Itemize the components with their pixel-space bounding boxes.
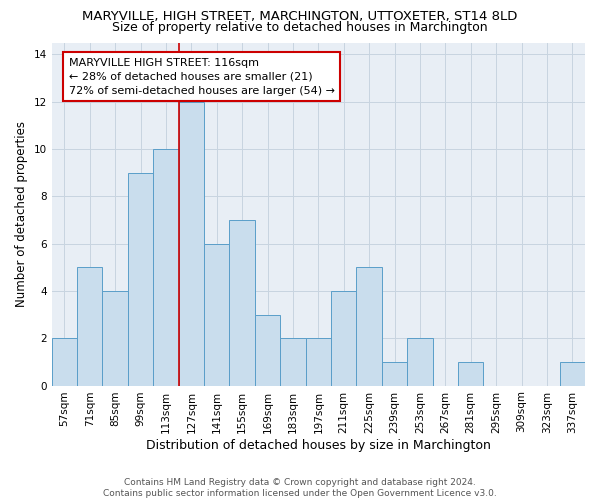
Bar	[229, 220, 255, 386]
Bar	[305, 338, 331, 386]
Text: Contains HM Land Registry data © Crown copyright and database right 2024.
Contai: Contains HM Land Registry data © Crown c…	[103, 478, 497, 498]
Bar	[179, 102, 204, 386]
Bar	[77, 268, 103, 386]
Bar	[458, 362, 484, 386]
Bar	[280, 338, 305, 386]
Bar	[103, 291, 128, 386]
Bar	[356, 268, 382, 386]
Bar	[153, 149, 179, 386]
Text: Size of property relative to detached houses in Marchington: Size of property relative to detached ho…	[112, 21, 488, 34]
Bar	[560, 362, 585, 386]
Bar	[255, 314, 280, 386]
X-axis label: Distribution of detached houses by size in Marchington: Distribution of detached houses by size …	[146, 440, 491, 452]
Bar	[407, 338, 433, 386]
Bar	[52, 338, 77, 386]
Bar	[128, 172, 153, 386]
Y-axis label: Number of detached properties: Number of detached properties	[15, 121, 28, 307]
Text: MARYVILLE HIGH STREET: 116sqm
← 28% of detached houses are smaller (21)
72% of s: MARYVILLE HIGH STREET: 116sqm ← 28% of d…	[69, 58, 335, 96]
Bar	[331, 291, 356, 386]
Bar	[204, 244, 229, 386]
Bar	[382, 362, 407, 386]
Text: MARYVILLE, HIGH STREET, MARCHINGTON, UTTOXETER, ST14 8LD: MARYVILLE, HIGH STREET, MARCHINGTON, UTT…	[82, 10, 518, 23]
